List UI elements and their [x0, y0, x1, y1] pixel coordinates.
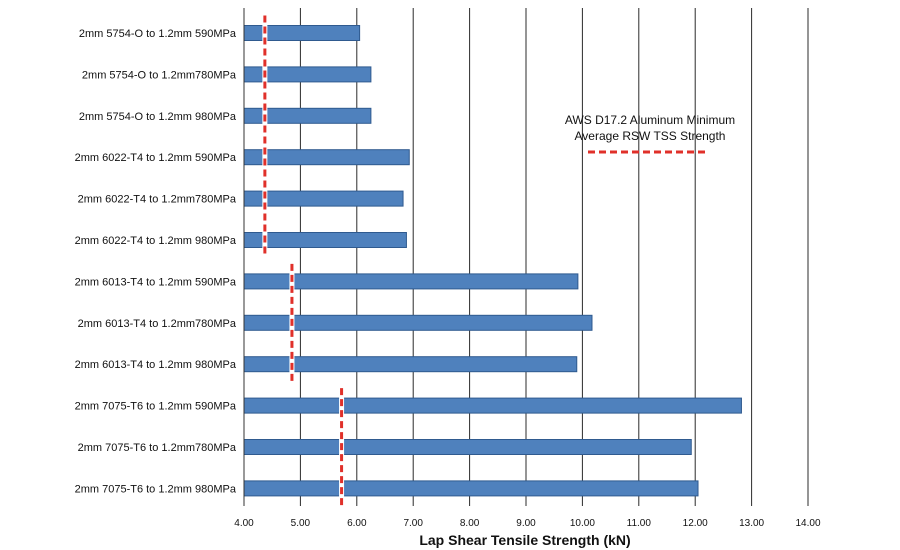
grid: [299, 8, 809, 506]
x-tick-label: 10.00: [570, 518, 595, 529]
legend-line-1: AWS D17.2 Aluminum Minimum: [565, 113, 735, 127]
category-labels: 2mm 5754-O to 1.2mm 590MPa 2mm 5754-O to …: [75, 28, 237, 495]
category-label: 2mm 7075-T6 to 1.2mm780MPa: [78, 442, 237, 454]
bars: [243, 25, 742, 497]
minimum-lines: [262, 15, 345, 506]
x-tick-label: 13.00: [739, 518, 764, 529]
category-label: 2mm 7075-T6 to 1.2mm 980MPa: [75, 483, 237, 495]
bar: [243, 190, 404, 207]
category-label: 2mm 6013-T4 to 1.2mm780MPa: [78, 318, 237, 330]
bar: [243, 480, 699, 497]
x-tick-label: 9.00: [516, 518, 536, 529]
bar: [243, 397, 742, 414]
bar: [243, 149, 410, 166]
x-tick-label: 7.00: [403, 518, 423, 529]
category-label: 2mm 6022-T4 to 1.2mm780MPa: [78, 194, 237, 206]
x-tick-label: 12.00: [683, 518, 708, 529]
bar: [243, 314, 593, 331]
bar: [243, 232, 407, 248]
bar: [243, 25, 361, 41]
category-label: 2mm 6022-T4 to 1.2mm 980MPa: [75, 235, 237, 247]
x-tick-label: 11.00: [627, 518, 652, 529]
legend: AWS D17.2 Aluminum Minimum Average RSW T…: [565, 113, 735, 154]
category-label: 2mm 6013-T4 to 1.2mm 590MPa: [75, 276, 237, 288]
bar: [243, 439, 692, 455]
x-tick-label: 14.00: [795, 518, 820, 529]
category-label: 2mm 5754-O to 1.2mm 980MPa: [79, 111, 237, 123]
category-label: 2mm 5754-O to 1.2mm780MPa: [82, 69, 237, 81]
category-label: 2mm 7075-T6 to 1.2mm 590MPa: [75, 401, 237, 413]
x-tick-labels: 4.00 5.00 6.00 7.00 8.00 9.00 10.00 11.00 12.00 1…: [234, 518, 821, 529]
x-tick-label: 4.00: [234, 518, 254, 529]
x-tick-label: 8.00: [460, 518, 480, 529]
legend-line-2: Average RSW TSS Strength: [575, 129, 726, 143]
category-label: 2mm 5754-O to 1.2mm 590MPa: [79, 28, 237, 40]
category-label: 2mm 6022-T4 to 1.2mm 590MPa: [75, 152, 237, 164]
x-tick-label: 6.00: [347, 518, 367, 529]
x-axis-title: Lap Shear Tensile Strength (kN): [419, 532, 630, 548]
category-label: 2mm 6013-T4 to 1.2mm 980MPa: [75, 359, 237, 371]
x-tick-label: 5.00: [291, 518, 311, 529]
